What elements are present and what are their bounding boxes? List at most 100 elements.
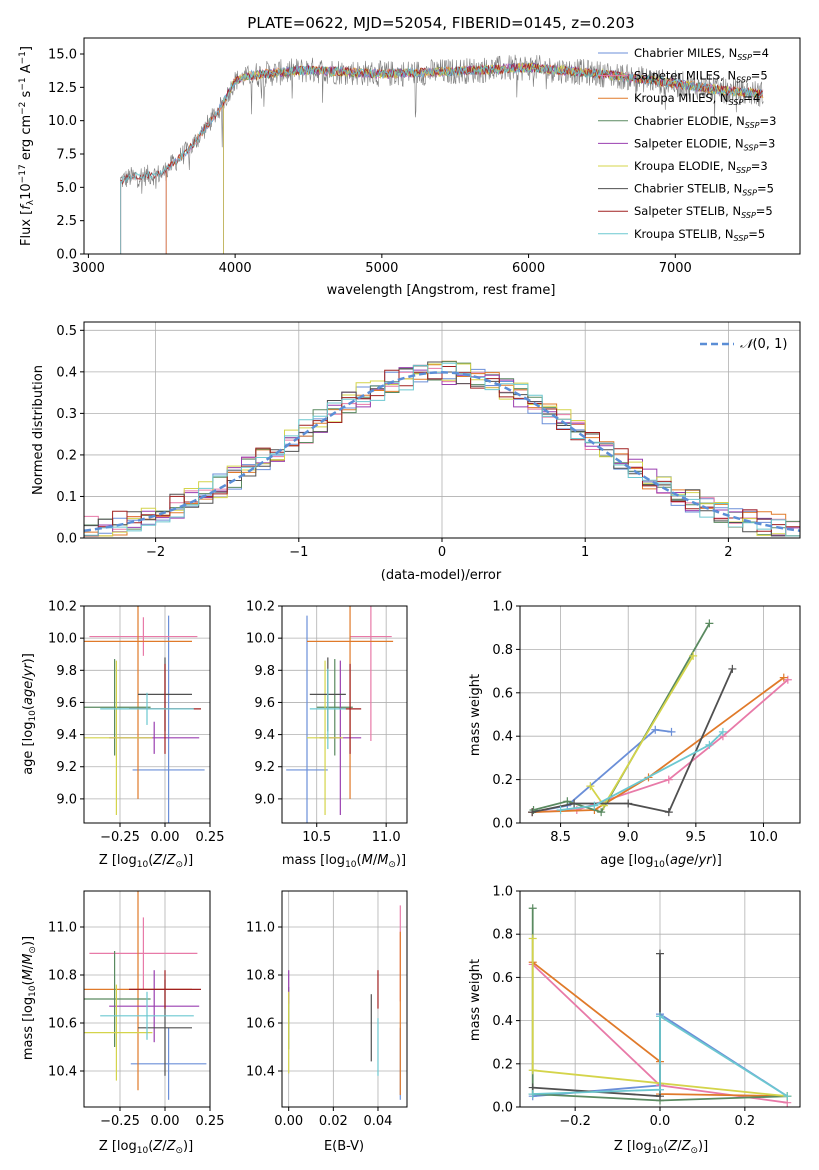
spectrum-ytick-label-0: 0.0 [56,248,77,263]
age_vs_Z-ytick-label-1: 9.2 [56,760,77,775]
mass_vs_ebv-xtick-label-2: 0.04 [364,1114,393,1129]
residuals-xlabel: (data-model)/error [381,568,502,583]
spectrum-ytick-label-1: 2.5 [56,214,77,229]
residuals-xtick-label-4: 2 [724,545,732,560]
weight_vs_age-marker-1-4 [783,675,792,684]
age_vs_Z-ytick-label-4: 9.8 [56,664,77,679]
spectrum-series-8 [120,63,763,254]
mass_vs_Z-ytick-label-3: 11.0 [48,921,77,936]
mass_vs_ebv-ytick-label-3: 11.0 [246,921,275,936]
mass_vs_Z-ytick-label-1: 10.6 [48,1017,77,1032]
residuals-panel: −2 −1 0 1 2 0.0 0.1 0.2 0.3 0.4 0.5 (data-model)/e… [31,321,801,583]
mass_vs_Z-ytick-label-0: 10.4 [48,1065,77,1080]
age_vs_mass-ytick-label-1: 9.2 [254,760,275,775]
age_vs_mass-xtick-label-0: 10.5 [302,830,331,845]
mass_vs_ebv-xtick-label-1: 0.02 [319,1114,348,1129]
weight_vs_age-xtick-label-2: 9.5 [686,830,707,845]
weight_vs_age-marks [528,619,792,817]
age_vs_mass-ytick-label-3: 9.6 [254,696,275,711]
weight-vs-age-ylabel: mass weight [468,674,483,756]
age_vs_Z-xtick-label-1: 0.00 [151,830,180,845]
spectrum-plot-area: 3000 4000 5000 6000 7000 0.0 2.5 5.0 7.5 10.0 12.5… [48,37,801,276]
weight_vs_Z-marker-6-0 [528,1090,537,1099]
residuals-marks [84,360,800,538]
weight-vs-z-xlabel: Z [log10(Z/Z⊙)] [614,1139,708,1156]
mass_vs_Z-xtick-label-1: 0.00 [151,1114,180,1129]
mass_vs_ebv-ytick-label-0: 10.4 [246,1065,275,1080]
residuals-ytick-label-2: 0.2 [56,448,77,463]
spectrum-ylabel: Flux [fλ10−17 erg cm−2 s−1 A−1] [18,46,36,246]
mass-vs-z-xlabel: Z [log10(Z/Z⊙)] [99,1139,193,1156]
weight_vs_age-marker-5-1 [570,799,579,808]
weight_vs_age-xtick-label-0: 8.5 [550,830,571,845]
weight_vs_age-marker-6-2 [705,740,714,749]
normal-curve [84,371,800,532]
weight_vs_age-marker-0-2 [651,725,660,734]
weight_vs_Z-ytick-label-1: 0.2 [492,1057,513,1072]
weight-vs-z-ylabel: mass weight [468,959,483,1041]
weight_vs_age-marker-4-0 [586,782,595,791]
mass_vs_ebv-frame [281,890,408,1108]
weight_vs_age-marker-5-2 [624,799,633,808]
legend-label-6: Chabrier STELIB, NSSP=5 [634,182,774,198]
weight_vs_age-line-6 [560,731,724,811]
weight_vs_age-marker-6-1 [590,801,599,810]
age_vs_mass-marks [286,606,394,823]
spectrum-marks [120,54,764,254]
residuals-xtick-label-0: −2 [146,545,165,560]
mass-vs-ebv-panel: 0.00 0.02 0.04 10.4 10.6 10.8 11.0 E(B-V) [246,890,408,1154]
age_vs_Z-ytick-label-3: 9.6 [56,696,77,711]
residuals-ylabel: Normed distribution [31,365,46,495]
age-vs-z-ylabel: age [log10(age/yr)] [21,653,38,775]
weight_vs_Z-ytick-label-5: 1.0 [492,885,513,900]
legend-label-8: Kroupa STELIB, NSSP=5 [634,227,765,243]
mass-vs-ebv-plot-area: 0.00 0.02 0.04 10.4 10.6 10.8 11.0 [246,890,408,1129]
weight_vs_age-marker-5-4 [728,664,737,673]
spectrum-ytick-label-4: 10.0 [48,114,77,129]
residuals-plot-area: −2 −1 0 1 2 0.0 0.1 0.2 0.3 0.4 0.5 [56,321,801,560]
age_vs_Z-frame [83,605,211,824]
age_vs_mass-ytick-label-2: 9.4 [254,728,275,743]
weight_vs_age-marker-3-1 [563,797,572,806]
weight_vs_age-ytick-label-3: 0.6 [492,686,513,701]
weight-vs-age-xlabel: age [log10(age/yr)] [600,853,722,870]
age_vs_Z-ytick-label-0: 9.0 [56,792,77,807]
residuals-ytick-label-1: 0.1 [56,490,77,505]
weight_vs_Z-ytick-label-3: 0.6 [492,971,513,986]
weight_vs_Z-marker-6-1 [656,1085,664,1094]
residuals-ytick-label-0: 0.0 [56,532,77,547]
legend-label-7: Salpeter STELIB, NSSP=5 [634,204,773,220]
weight_vs_Z-marker-4-1 [528,1066,537,1075]
weight_vs_age-marker-4-2 [689,651,698,660]
weight_vs_Z-ytick-label-4: 0.8 [492,928,513,943]
mass_vs_ebv-ytick-label-2: 10.8 [246,969,275,984]
weight_vs_Z-marks [528,904,792,1107]
residuals-xtick-label-3: 1 [581,545,589,560]
weight_vs_age-xtick-label-3: 10.0 [749,830,778,845]
weight-vs-z-panel: −0.2 0.0 0.2 0.0 0.2 0.4 0.6 0.8 1.0 Z [log10(Z/… [468,885,801,1156]
age-vs-z-plot-area: −0.25 0.00 0.25 9.0 9.2 9.4 9.6 9.8 10.0 10.2 [48,600,225,846]
legend-label-0: Chabrier MILES, NSSP=4 [634,46,769,62]
age_vs_mass-ytick-label-4: 9.8 [254,664,275,679]
mass_vs_Z-frame [83,890,211,1108]
weight_vs_Z-line-6 [532,1014,788,1097]
weight_vs_age-ytick-label-0: 0.0 [492,817,513,832]
age_vs_mass-xtick-label-1: 11.0 [372,830,401,845]
weight-vs-age-plot-area: 8.5 9.0 9.5 10.0 0.0 0.2 0.4 0.6 0.8 1.0 [492,600,801,845]
weight_vs_age-ytick-label-4: 0.8 [492,643,513,658]
weight-vs-age-panel: 8.5 9.0 9.5 10.0 0.0 0.2 0.4 0.6 0.8 1.0 age [log… [468,600,801,870]
weight_vs_Z-xtick-label-1: 0.0 [650,1114,671,1129]
residuals-ytick-label-5: 0.5 [56,324,77,339]
weight_vs_Z-marker-6-2 [656,1012,664,1021]
mass_vs_Z-ytick-label-2: 10.8 [48,969,77,984]
spectrum-xtick-label-1: 4000 [219,261,252,276]
weight_vs_Z-marker-6-3 [783,1092,792,1101]
weight_vs_Z-marker-5-2 [656,949,664,958]
weight_vs_age-ytick-label-1: 0.2 [492,773,513,788]
age_vs_Z-xtick-label-2: 0.25 [196,830,225,845]
residuals-xtick-label-1: −1 [289,545,308,560]
residuals-ytick-label-3: 0.3 [56,407,77,422]
weight_vs_Z-xtick-label-2: 0.2 [735,1114,756,1129]
weight_vs_Z-marker-3-0 [528,904,537,913]
spectrum-xtick-label-0: 3000 [72,261,105,276]
